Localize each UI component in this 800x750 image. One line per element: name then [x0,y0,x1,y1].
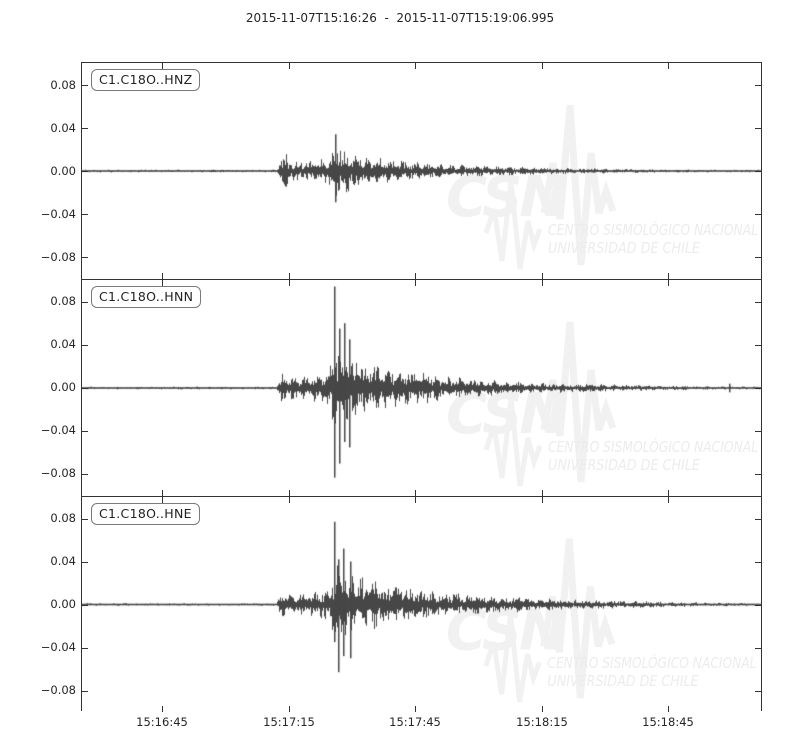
x-tick [289,490,290,496]
y-tick [755,648,761,649]
y-tick [82,171,88,172]
station-label: C1.C18O..HNE [91,503,200,525]
x-tick [289,497,290,503]
y-tick-label: −0.04 [40,207,76,221]
y-tick-label: −0.08 [40,683,76,697]
y-tick-label: 0.04 [50,554,76,568]
waveform-hne [82,497,761,712]
waveform-hnn [82,280,761,496]
y-tick [755,431,761,432]
x-tick [542,490,543,496]
y-tick-label: 0.00 [50,164,76,178]
y-tick-label: 0.08 [50,294,76,308]
station-label: C1.C18O..HNN [91,286,202,308]
y-tick [82,214,88,215]
y-tick-label: 0.04 [50,121,76,135]
y-tick [82,431,88,432]
y-tick-label: 0.08 [50,511,76,525]
x-tick-label: 15:17:45 [389,715,441,729]
y-tick [82,562,88,563]
station-label: C1.C18O..HNZ [91,69,201,91]
y-tick-label: −0.04 [40,423,76,437]
subplot-hnn: CSNCENTRO SISMOLÓGICO NACIONALUNIVERSIDA… [82,279,761,496]
y-tick [82,648,88,649]
x-tick [668,490,669,496]
y-tick [82,345,88,346]
plot-area: CSNCENTRO SISMOLÓGICO NACIONALUNIVERSIDA… [81,62,762,712]
y-tick [755,214,761,215]
y-tick [82,605,88,606]
x-tick [542,497,543,503]
x-tick-label: 15:17:15 [263,715,315,729]
y-tick [82,519,88,520]
x-tick [289,706,290,712]
x-tick [415,490,416,496]
y-tick [755,257,761,258]
y-tick [82,257,88,258]
x-tick [668,280,669,286]
y-tick-label: 0.00 [50,380,76,394]
y-tick-label: −0.08 [40,466,76,480]
y-tick-label: 0.08 [50,78,76,92]
x-tick [542,280,543,286]
x-tick-label: 15:16:45 [136,715,188,729]
y-tick [755,128,761,129]
y-tick [755,388,761,389]
y-tick [755,519,761,520]
x-tick [415,63,416,69]
x-tick-label: 15:18:45 [642,715,694,729]
y-tick [82,691,88,692]
y-tick [755,85,761,86]
x-tick [415,280,416,286]
y-tick [82,474,88,475]
plot-title: 2015-11-07T15:16:26 - 2015-11-07T15:19:0… [245,11,555,25]
y-tick [755,474,761,475]
y-tick-label: −0.04 [40,640,76,654]
x-tick [668,63,669,69]
x-tick [162,706,163,712]
y-tick [755,605,761,606]
y-tick-label: 0.04 [50,337,76,351]
y-tick [755,345,761,346]
x-tick [415,273,416,279]
y-tick [82,388,88,389]
y-tick [755,171,761,172]
x-tick [289,63,290,69]
y-tick [755,691,761,692]
y-tick-label: −0.08 [40,250,76,264]
x-tick [289,273,290,279]
y-tick [82,128,88,129]
x-tick [542,63,543,69]
waveform-hnz [82,63,761,279]
x-tick [415,497,416,503]
x-tick [162,280,163,286]
x-tick [162,63,163,69]
y-tick [82,302,88,303]
y-tick [82,85,88,86]
x-tick [542,706,543,712]
subplot-hnz: CSNCENTRO SISMOLÓGICO NACIONALUNIVERSIDA… [82,63,761,279]
x-tick [162,490,163,496]
x-tick [415,706,416,712]
y-tick [755,302,761,303]
y-tick [755,562,761,563]
subplot-hne: CSNCENTRO SISMOLÓGICO NACIONALUNIVERSIDA… [82,496,761,712]
x-tick [162,497,163,503]
x-tick [668,273,669,279]
x-tick [668,706,669,712]
x-tick [542,273,543,279]
x-tick [162,273,163,279]
x-tick [289,280,290,286]
y-tick-label: 0.00 [50,597,76,611]
x-tick [668,497,669,503]
x-tick-label: 15:18:15 [516,715,568,729]
